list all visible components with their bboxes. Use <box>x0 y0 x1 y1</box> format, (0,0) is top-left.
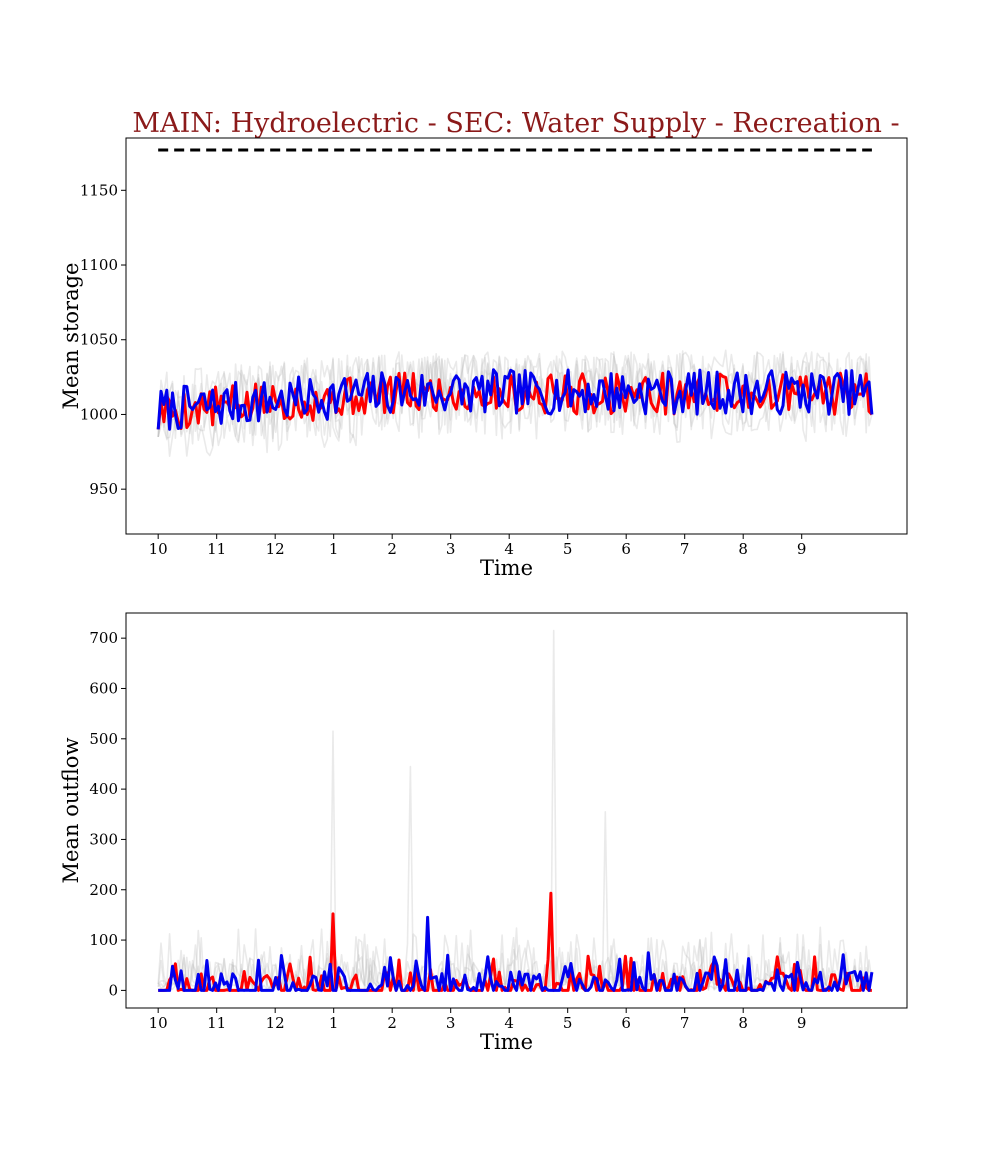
y-tick-label: 700 <box>89 629 118 647</box>
y-tick-label: 500 <box>89 730 118 748</box>
y-tick-label: 200 <box>89 881 118 899</box>
y-axis-label: Mean outflow <box>59 738 83 884</box>
x-tick-label: 10 <box>149 1014 168 1032</box>
series-group <box>156 148 874 457</box>
x-tick-label: 5 <box>563 540 573 558</box>
storage-panel: 10 11 12 1 2 3 4 5 6 7 8 99501000105011001150TimeMe… <box>59 137 908 580</box>
series-group <box>157 629 874 992</box>
chart-title: MAIN: Hydroelectric - SEC: Water Supply … <box>132 108 899 139</box>
x-tick-label: 8 <box>738 1014 748 1032</box>
y-tick-label: 950 <box>89 480 118 498</box>
x-tick-label: 12 <box>266 1014 285 1032</box>
background-1-line <box>157 730 873 992</box>
y-tick-label: 0 <box>108 981 118 999</box>
background-3-line <box>157 629 873 992</box>
x-tick-label: 11 <box>207 540 226 558</box>
x-tick-label: 4 <box>504 540 514 558</box>
x-tick-label: 2 <box>387 1014 397 1032</box>
x-tick-label: 3 <box>446 540 456 558</box>
x-tick-label: 8 <box>738 540 748 558</box>
x-tick-label: 9 <box>797 540 807 558</box>
y-tick-label: 600 <box>89 679 118 697</box>
x-tick-label: 7 <box>680 1014 690 1032</box>
y-tick-label: 1050 <box>80 331 118 349</box>
x-tick-label: 1 <box>329 1014 339 1032</box>
x-tick-label: 2 <box>387 540 397 558</box>
x-tick-label: 6 <box>621 540 631 558</box>
y-tick-label: 1000 <box>80 405 118 423</box>
blue-series-line <box>158 915 874 992</box>
x-axis-label: Time <box>480 556 533 580</box>
y-tick-label: 1100 <box>80 256 118 274</box>
x-tick-label: 7 <box>680 540 690 558</box>
x-tick-label: 3 <box>446 1014 456 1032</box>
y-tick-label: 300 <box>89 830 118 848</box>
y-axis-label: Mean storage <box>59 263 83 410</box>
x-tick-label: 12 <box>266 540 285 558</box>
x-tick-label: 9 <box>797 1014 807 1032</box>
y-tick-label: 100 <box>89 931 118 949</box>
x-tick-label: 6 <box>621 1014 631 1032</box>
x-tick-label: 10 <box>149 540 168 558</box>
y-tick-label: 1150 <box>80 181 118 199</box>
outflow-panel: 10 11 12 1 2 3 4 5 6 7 8 90100200300400500600700Tim… <box>59 612 908 1054</box>
x-tick-label: 5 <box>563 1014 573 1032</box>
plot-frame <box>125 137 908 535</box>
x-tick-label: 1 <box>329 540 339 558</box>
blue-series-line <box>156 368 874 431</box>
x-tick-label: 4 <box>504 1014 514 1032</box>
y-tick-label: 400 <box>89 780 118 798</box>
x-tick-label: 11 <box>207 1014 226 1032</box>
x-axis-label: Time <box>480 1030 533 1054</box>
plot-frame <box>125 612 908 1009</box>
